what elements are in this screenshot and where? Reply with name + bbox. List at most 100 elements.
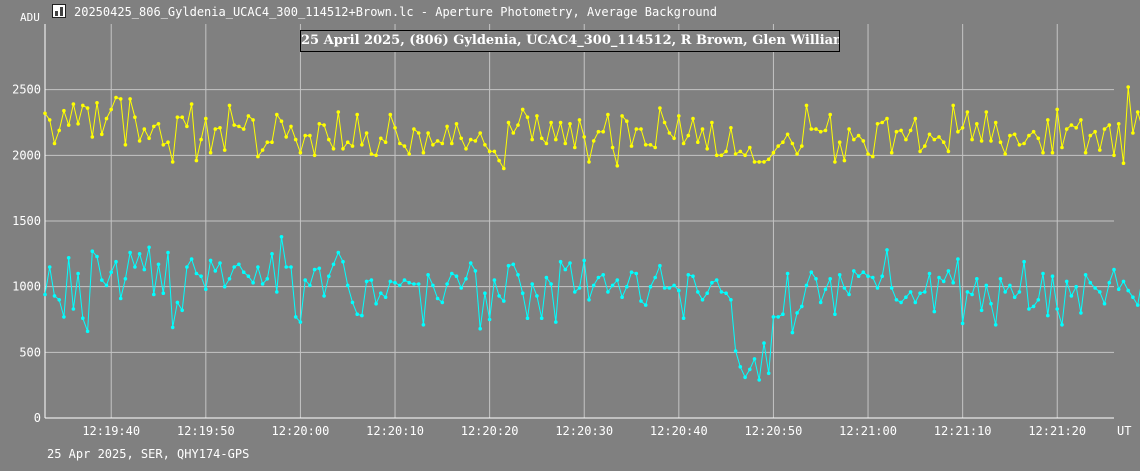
data-point <box>696 140 700 144</box>
data-point <box>393 280 397 285</box>
data-point <box>776 315 780 319</box>
data-point <box>426 273 430 277</box>
data-point <box>312 267 317 272</box>
data-point <box>1012 132 1017 137</box>
data-point <box>558 120 563 125</box>
data-point <box>85 106 90 110</box>
data-point <box>440 300 445 305</box>
data-point <box>818 300 823 305</box>
data-point <box>85 329 90 334</box>
data-point <box>937 275 941 280</box>
data-point <box>525 115 530 119</box>
data-point <box>1074 126 1078 130</box>
data-point <box>573 145 577 150</box>
data-point <box>468 261 473 265</box>
data-point <box>525 316 530 321</box>
window-title: 20250425_806_Gyldenia_UCAC4_300_114512+B… <box>74 5 717 19</box>
data-point <box>871 275 875 280</box>
data-point <box>880 274 884 279</box>
data-point <box>1098 290 1102 294</box>
data-point <box>421 323 426 327</box>
data-point <box>137 139 142 143</box>
data-point <box>809 127 814 131</box>
data-point <box>691 274 695 279</box>
data-point <box>1088 133 1093 138</box>
data-point <box>407 280 412 285</box>
data-point <box>719 153 724 158</box>
x-tick-label: 12:21:20 <box>1028 424 1086 438</box>
data-point <box>369 278 374 282</box>
data-point <box>776 144 780 148</box>
data-point <box>431 143 435 147</box>
data-point <box>1064 127 1069 131</box>
data-point <box>582 258 586 263</box>
data-point <box>681 141 686 146</box>
data-point <box>52 294 57 298</box>
data-point <box>714 278 719 282</box>
data-point <box>114 95 118 100</box>
data-point <box>161 291 166 296</box>
data-point <box>241 127 246 131</box>
lightcurve-icon[interactable] <box>52 4 66 18</box>
data-point <box>303 278 308 282</box>
data-point <box>941 140 946 144</box>
data-point <box>927 271 932 276</box>
data-point <box>393 126 397 130</box>
y-tick-label: 500 <box>19 345 41 359</box>
data-point <box>506 263 511 268</box>
data-point <box>511 262 516 267</box>
data-point <box>757 160 761 164</box>
data-point <box>733 349 738 353</box>
data-point <box>379 136 383 141</box>
data-point <box>128 250 132 255</box>
data-point <box>71 102 76 106</box>
data-point <box>591 283 596 288</box>
series-line <box>44 236 1140 381</box>
data-point <box>762 160 766 164</box>
data-point <box>383 295 388 300</box>
data-point <box>1041 150 1045 155</box>
data-point <box>222 148 227 152</box>
data-point <box>587 160 591 164</box>
data-point <box>899 300 903 305</box>
x-tick-label: 12:21:00 <box>839 424 897 438</box>
data-point <box>875 122 880 126</box>
data-point <box>246 274 251 279</box>
data-point <box>1055 107 1059 112</box>
y-tick-label: 1000 <box>12 280 41 294</box>
x-tick-label: 12:20:40 <box>650 424 708 438</box>
data-point <box>757 378 761 382</box>
data-point <box>450 141 454 146</box>
data-point <box>289 265 293 269</box>
data-point <box>984 110 989 114</box>
data-point <box>1050 150 1055 155</box>
data-point <box>1050 274 1055 279</box>
data-point <box>379 291 383 296</box>
data-point <box>752 357 757 361</box>
data-point <box>582 135 586 139</box>
data-point <box>1116 287 1121 292</box>
data-point <box>795 311 799 315</box>
data-point <box>847 292 851 297</box>
title-bar: 20250425_806_Gyldenia_UCAC4_300_114512+B… <box>0 0 1140 24</box>
data-point <box>710 280 714 285</box>
data-point <box>478 131 483 135</box>
data-point <box>866 274 870 279</box>
x-tick-label: 12:20:50 <box>745 424 803 438</box>
data-point <box>993 323 998 327</box>
data-point <box>123 277 128 281</box>
data-point <box>975 122 979 126</box>
data-point <box>322 294 326 298</box>
data-point <box>1069 294 1074 298</box>
data-point <box>156 122 161 126</box>
data-point <box>1126 85 1130 89</box>
data-point <box>875 286 880 290</box>
data-point <box>426 131 430 135</box>
data-point <box>114 259 118 264</box>
data-point <box>658 263 662 268</box>
data-point <box>1017 290 1022 294</box>
data-point <box>743 375 747 380</box>
data-point <box>265 277 270 281</box>
data-point <box>47 265 52 269</box>
data-point <box>1027 307 1031 311</box>
